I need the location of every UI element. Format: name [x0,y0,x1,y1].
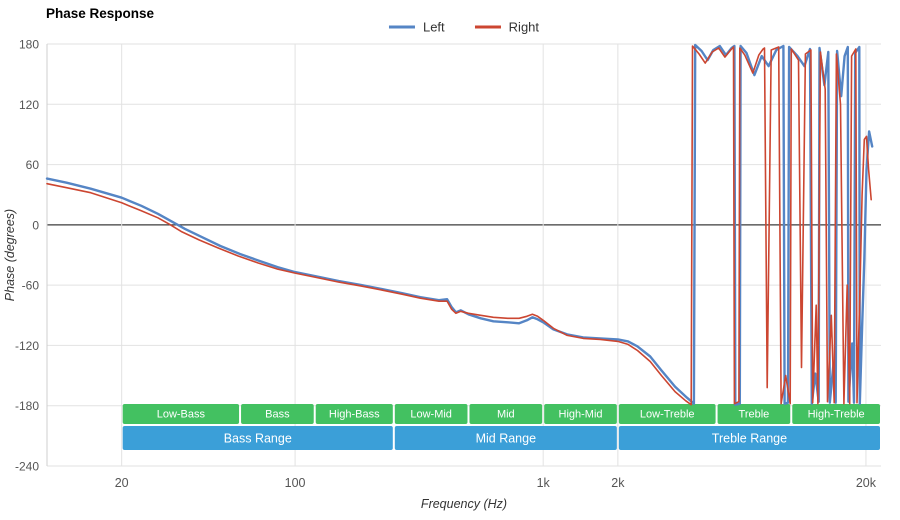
tick-labels: 180 120 60 0 -60 -120 -180 -240 20 100 1k 2k 20k [15,38,877,491]
legend-item-left[interactable]: Left [388,19,445,35]
sub-band-label: Bass [265,409,290,421]
legend-label: Right [508,19,540,35]
legend-item-right[interactable]: Right [474,19,540,35]
sub-band-label: Mid [497,409,515,421]
sub-band-label: Treble [739,409,770,421]
y-tick-label: -120 [15,339,39,353]
sub-band [792,404,880,424]
y-tick-label: -180 [15,399,39,413]
sub-band [544,404,617,424]
range-band-label: Bass Range [224,432,292,446]
sub-band [122,404,240,424]
sub-band [315,404,393,424]
sub-band-label: Low-Bass [157,409,206,421]
legend-label: Left [422,19,445,35]
sub-band [717,404,791,424]
y-tick-label: 60 [26,158,40,172]
y-tick-label: -60 [22,279,40,293]
sub-band [469,404,543,424]
gridlines [46,43,881,467]
sub-band [394,404,468,424]
sub-band-label: High-Bass [329,409,380,421]
y-tick-label: 0 [32,218,39,232]
x-tick-label: 20 [115,476,129,490]
y-tick-label: 180 [19,38,39,52]
chart-title: Phase Response [46,6,155,21]
series-line-right [46,45,872,406]
x-tick-label: 2k [611,476,625,490]
x-tick-label: 1k [537,476,551,490]
range-band-label: Mid Range [476,432,536,446]
sub-band-label: Low-Mid [410,409,452,421]
legend-swatch-left [388,25,415,29]
chart-legend: Left Right [388,19,540,35]
sub-band [241,404,314,424]
y-tick-label: 120 [19,98,39,112]
legend-swatch-right [474,25,501,29]
y-axis-label: Phase (degrees) [3,208,17,302]
sub-band-label: High-Mid [559,409,603,421]
x-tick-label: 20k [856,476,877,490]
frequency-bands: Low-Bass Bass High-Bass Low-Mid Mid High-Mid L… [122,404,880,450]
range-band [618,426,880,450]
range-band [122,426,393,450]
x-tick-label: 100 [285,476,306,490]
series-lines [45,43,874,406]
sub-band [618,404,716,424]
range-band-label: Treble Range [712,432,787,446]
x-axis-label: Frequency (Hz) [420,497,508,511]
sub-band-label: Low-Treble [640,409,695,421]
range-band [394,426,617,450]
sub-band-label: High-Treble [808,409,865,421]
y-tick-label: -240 [15,460,39,474]
